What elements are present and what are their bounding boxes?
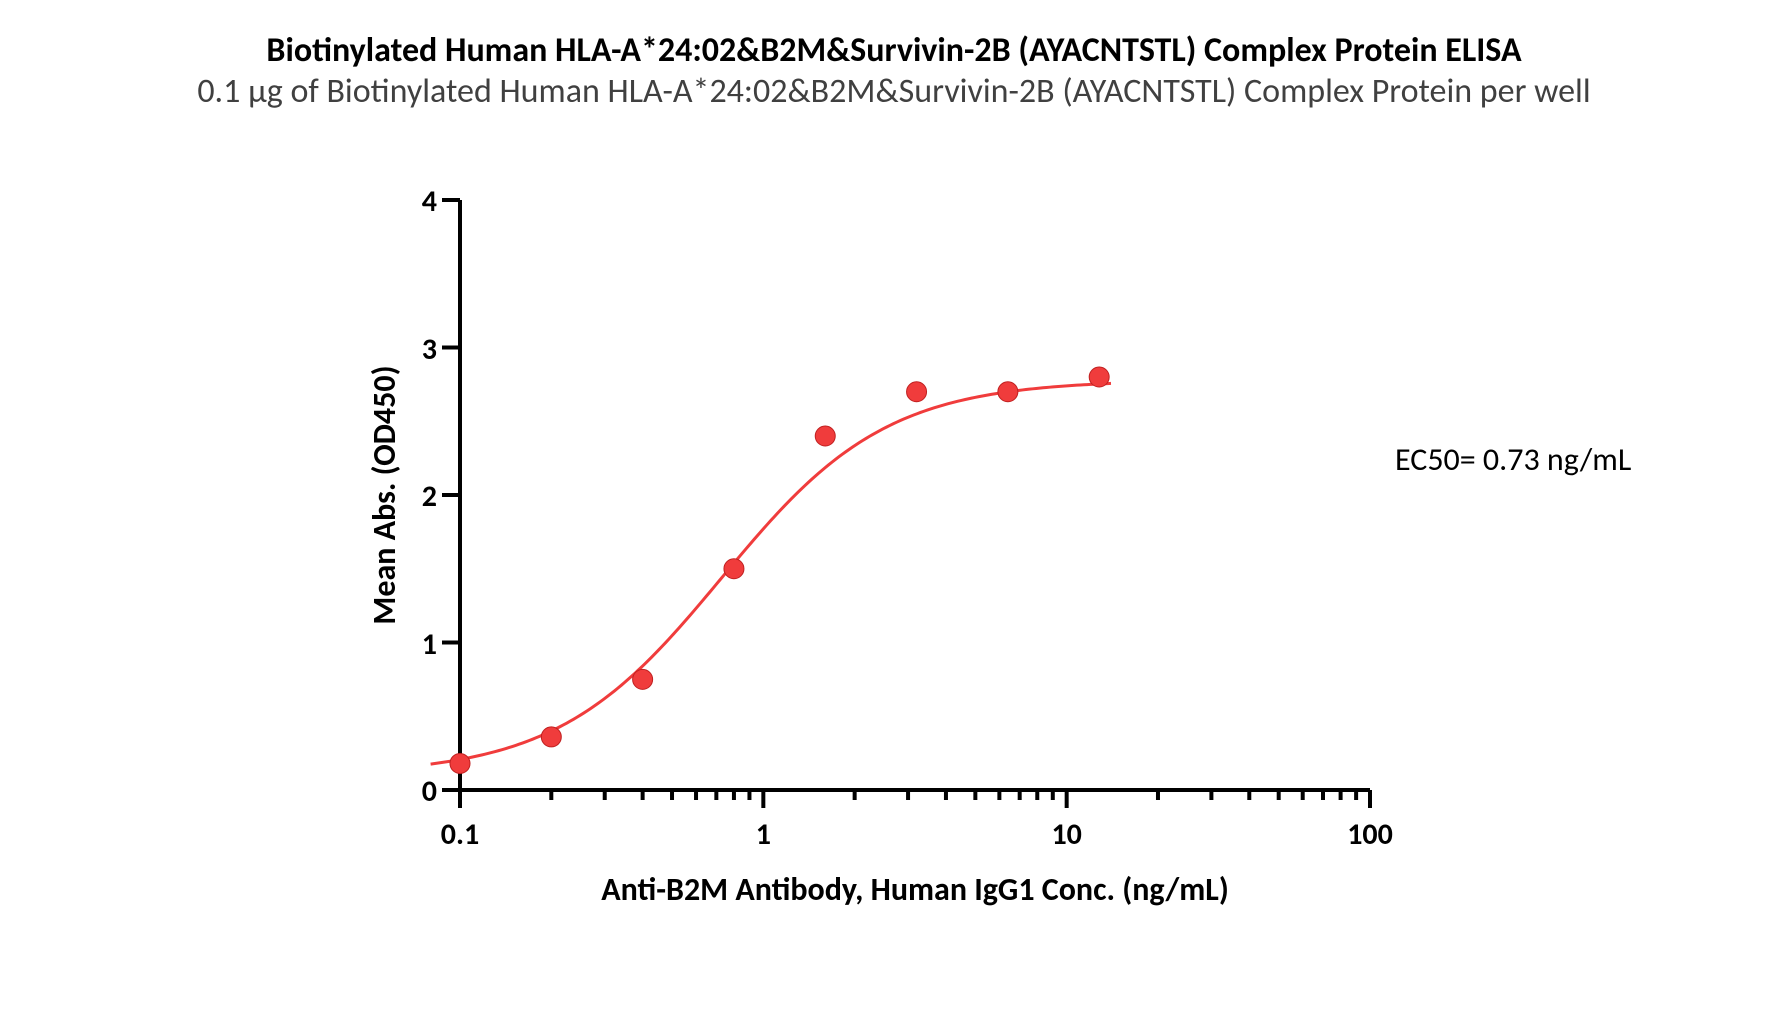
ec50-annotation: EC50= 0.73 ng/mL <box>1395 440 1631 479</box>
y-tick-label: 3 <box>412 331 437 368</box>
y-tick-label: 1 <box>412 626 437 663</box>
x-axis-label: Anti-B2M Antibody, Human IgG1 Conc. (ng/… <box>460 870 1370 909</box>
x-tick-label: 10 <box>1027 816 1107 853</box>
chart-container: Biotinylated Human HLA-A*24:02&B2M&Survi… <box>0 0 1788 1032</box>
y-axis-label: Mean Abs. (OD450) <box>365 325 404 665</box>
x-tick-label: 0.1 <box>420 816 500 853</box>
y-tick-label: 0 <box>412 773 437 810</box>
x-tick-label: 1 <box>723 816 803 853</box>
y-tick-label: 2 <box>412 478 437 515</box>
y-tick-label: 4 <box>412 183 437 220</box>
x-tick-label: 100 <box>1330 816 1410 853</box>
